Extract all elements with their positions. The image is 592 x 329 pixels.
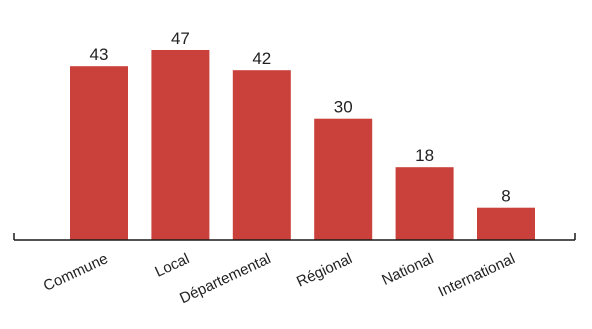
tick-label-local: Local xyxy=(152,250,192,281)
tick-label-départemental: Départemental xyxy=(177,250,273,307)
bar-régional xyxy=(314,118,373,240)
bar-départemental xyxy=(232,70,291,240)
value-label-local: 47 xyxy=(171,29,190,48)
bar-local xyxy=(151,50,210,240)
bar-national xyxy=(395,167,454,240)
value-label-régional: 30 xyxy=(334,98,353,117)
value-label-départemental: 42 xyxy=(252,49,271,68)
tick-label-national: National xyxy=(379,250,436,289)
value-label-national: 18 xyxy=(415,146,434,165)
value-labels-group: 43 47 42 30 18 8 xyxy=(90,29,511,206)
tick-label-international: International xyxy=(436,250,518,300)
bars-group xyxy=(70,50,535,240)
bar-international xyxy=(477,207,535,240)
bar-commune xyxy=(70,66,128,240)
value-label-international: 8 xyxy=(501,187,510,206)
value-label-commune: 43 xyxy=(90,45,109,64)
tick-label-régional: Régional xyxy=(294,250,355,290)
tick-label-commune: Commune xyxy=(41,250,111,295)
